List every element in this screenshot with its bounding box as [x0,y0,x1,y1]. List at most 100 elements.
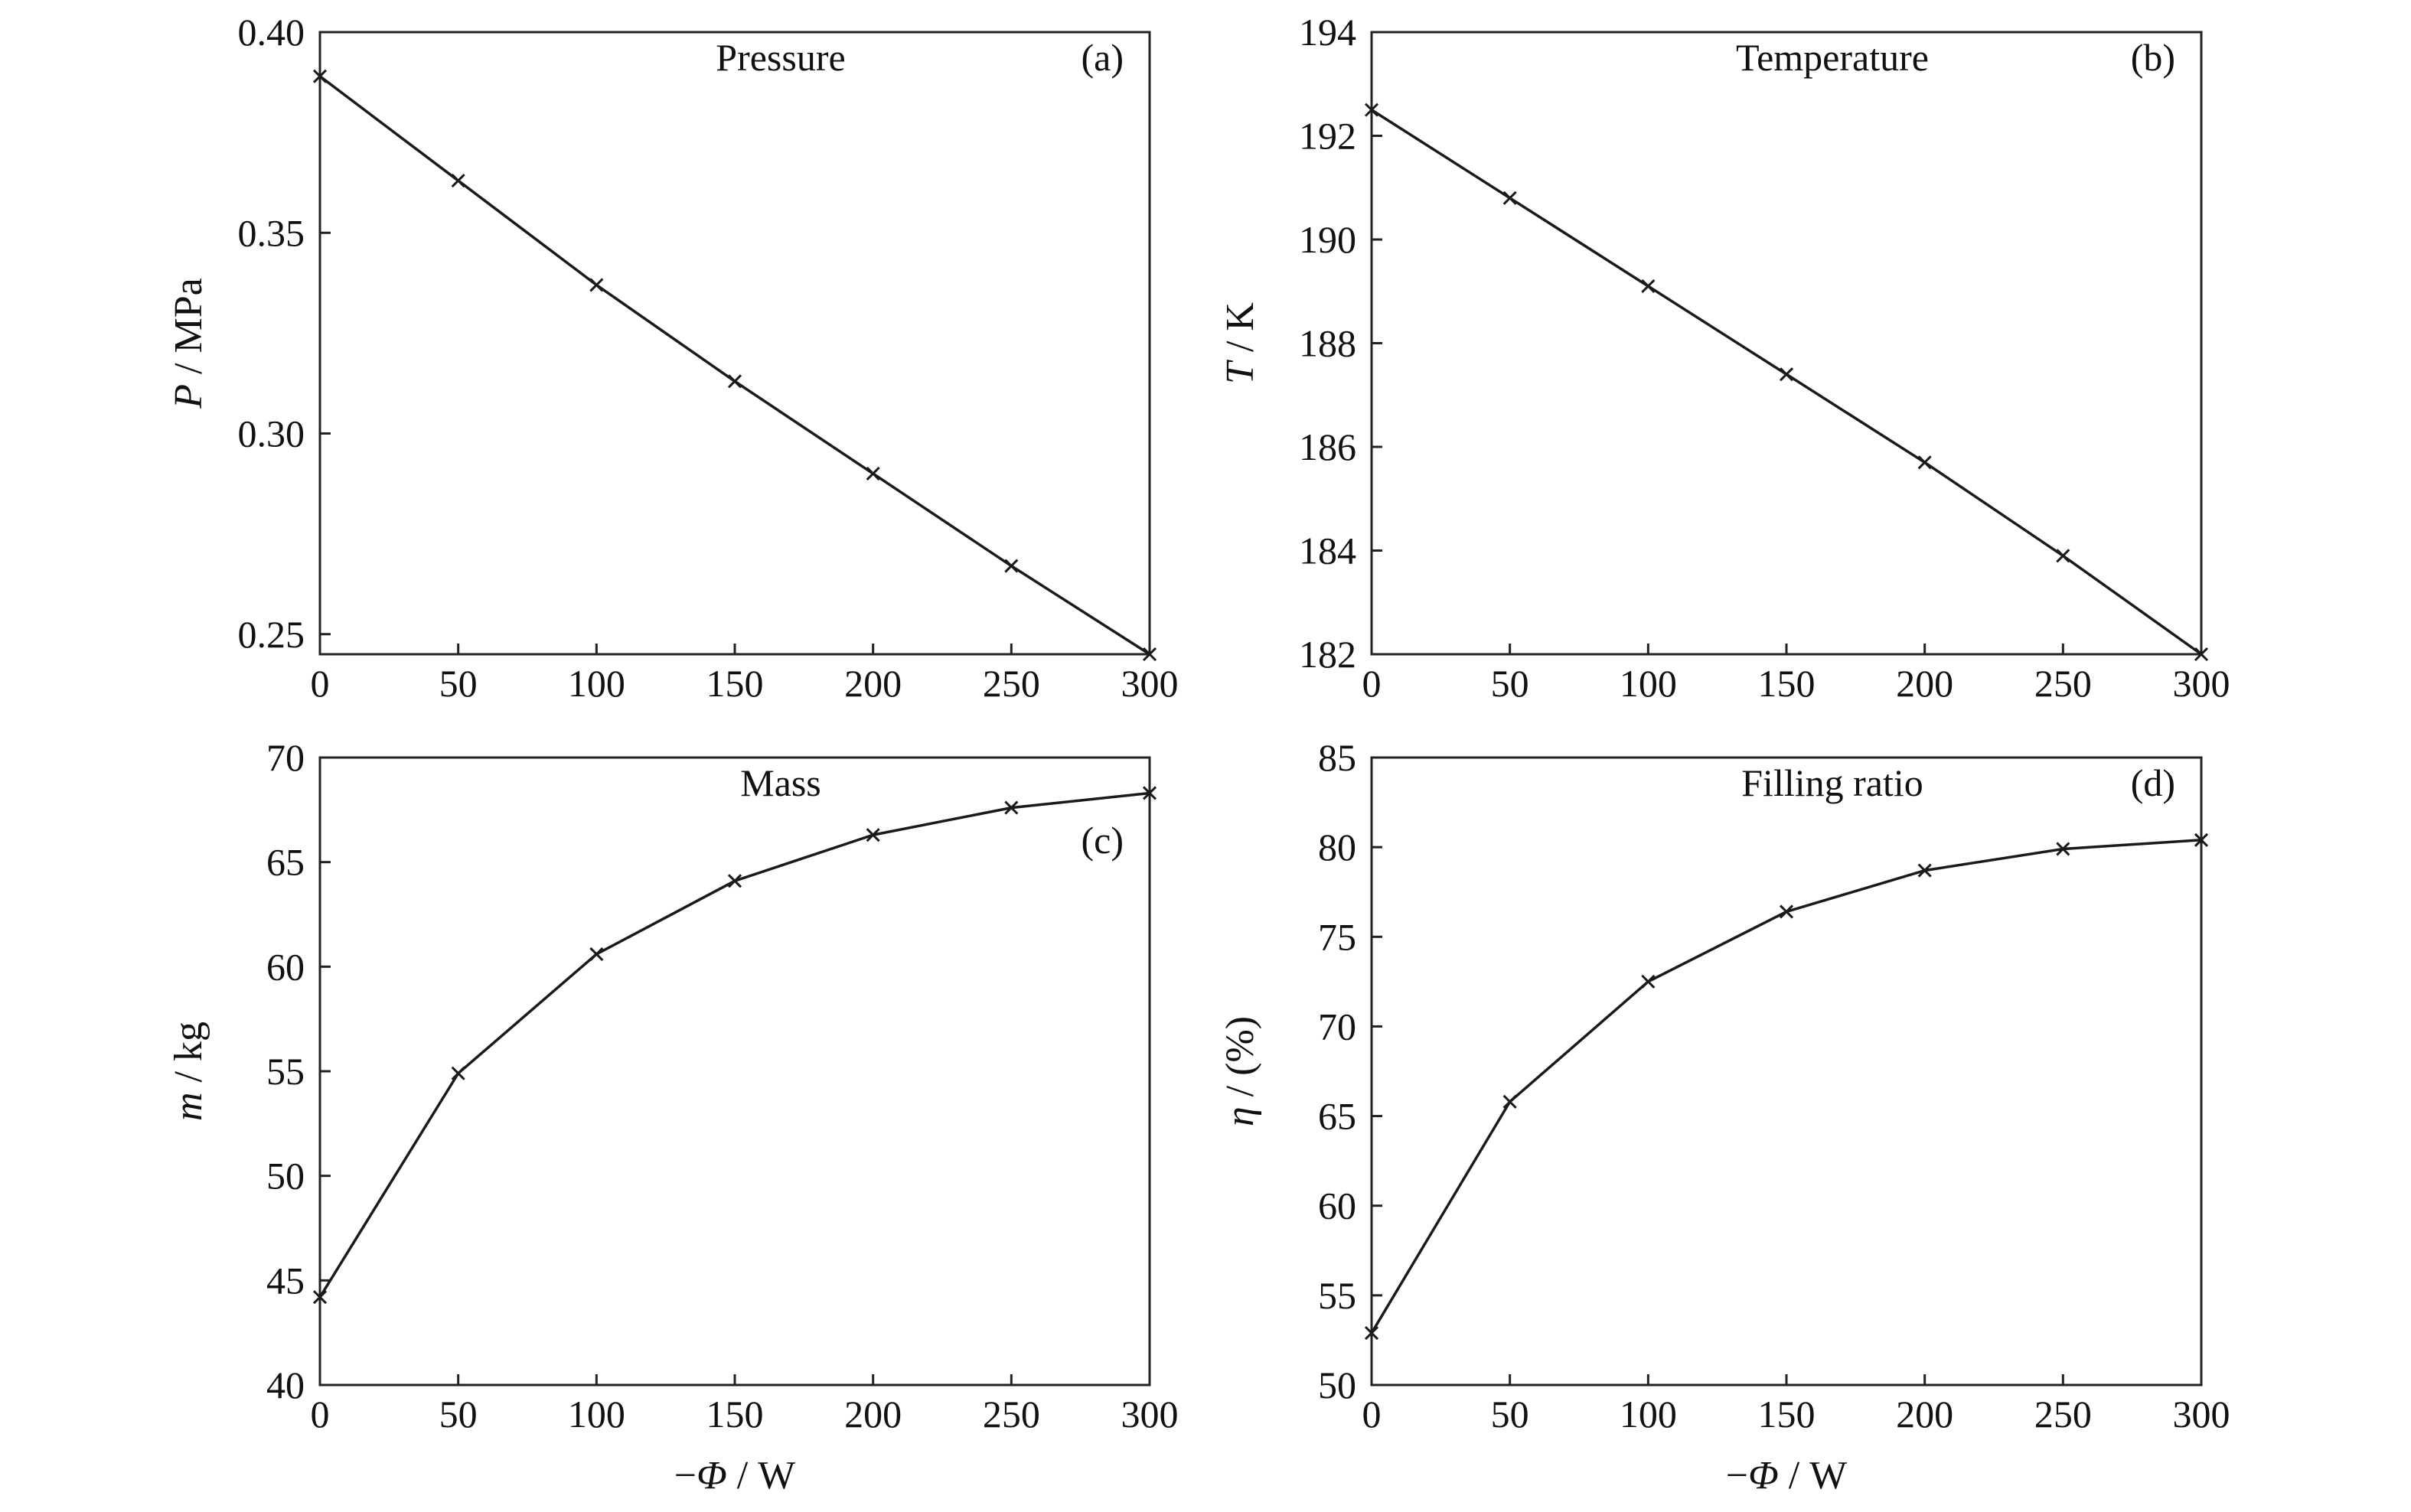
x-axis-prefix: − [1726,1454,1748,1497]
x-tick-label: 50 [439,1393,478,1435]
data-point [312,1290,328,1305]
panel-label: (a) [1082,36,1124,79]
x-tick-label: 300 [2173,1393,2230,1435]
x-tick-label: 200 [844,1393,902,1435]
plot-frame [1370,756,2203,1387]
data-point [1779,367,1794,382]
x-axis-prefix: − [674,1454,697,1497]
x-tick-label: 300 [1121,662,1179,705]
x-tick-label: 0 [1362,662,1382,705]
data-point [1004,800,1019,815]
y-tick-label: 0.30 [238,412,305,455]
y-tick-label: 65 [1318,1095,1356,1138]
y-tick-label: 85 [1318,736,1356,779]
data-point [451,174,465,188]
data-point [727,874,742,888]
data-point [589,278,604,292]
y-tick-label: 70 [1318,1005,1356,1048]
y-tick-label: 0.25 [238,613,305,656]
chart-panel-2: 0 50 100 150 200 250 300 40 45 50 55 60 65 70 Mass (c) m… [167,736,1179,1497]
series-line [318,791,1150,1299]
y-axis-unit: / kg [167,1022,210,1092]
y-axis-title: T / K [1219,302,1262,384]
y-tick-label: 0.35 [238,211,305,254]
y-axis-title: η / (%) [1219,1016,1262,1126]
y-tick-label: 55 [1318,1274,1356,1317]
y-tick-label: 50 [266,1155,305,1198]
x-axis-title: −Φ / W [1726,1454,1847,1497]
data-point [589,947,604,961]
y-tick-label: 182 [1299,633,1356,676]
x-tick-label: 100 [1620,1393,1677,1435]
x-axis-title: −Φ / W [674,1454,795,1497]
chart-panel-1: 0 50 100 150 200 250 300 182 184 186 188 190 192 194 T… [1219,11,2230,705]
y-tick-label: 192 [1299,115,1356,158]
panel-label: (d) [2131,761,2175,804]
y-tick-label: 186 [1299,425,1356,468]
x-tick-label: 250 [2034,662,2092,705]
data-point [1004,559,1019,573]
data-point [2056,842,2070,856]
plot-frame [318,756,1151,1387]
x-axis-variable: Φ [697,1454,727,1497]
x-tick-label: 250 [2034,1393,2092,1435]
y-axis-variable: T [1219,360,1262,384]
panel-title: Pressure [716,36,845,79]
x-tick-label: 100 [568,662,625,705]
y-tick-label: 60 [1318,1185,1356,1227]
panel-title: Temperature [1736,36,1929,79]
y-axis-title: m / kg [167,1022,210,1121]
y-tick-label: 190 [1299,218,1356,261]
y-tick-label: 55 [266,1050,305,1093]
x-tick-label: 250 [983,1393,1040,1435]
x-tick-label: 0 [1362,1393,1382,1435]
x-tick-label: 150 [1758,1393,1816,1435]
y-axis-variable: η [1219,1106,1262,1126]
y-tick-label: 0.40 [238,11,305,54]
data-point [2056,549,2070,563]
data-point [451,1066,465,1080]
x-tick-label: 200 [1896,662,1953,705]
data-point [1917,863,1932,878]
panel-label: (b) [2131,36,2175,79]
y-tick-label: 50 [1318,1364,1356,1406]
data-point [2194,833,2209,847]
y-axis-unit: / MPa [167,278,210,384]
y-tick-label: 65 [266,841,305,884]
x-tick-label: 100 [568,1393,625,1435]
x-tick-label: 0 [311,662,330,705]
x-tick-label: 200 [1896,1393,1953,1435]
y-tick-label: 80 [1318,826,1356,868]
data-point [1641,279,1656,294]
y-axis-variable: m [167,1092,210,1121]
data-point [1779,904,1794,919]
plot-frame [1370,31,2203,656]
data-point [727,374,742,389]
data-point [1641,974,1656,989]
panel-title: Filling ratio [1741,761,1923,804]
plot-frame [318,31,1151,656]
data-point [1142,786,1157,800]
series-line [1370,839,2202,1334]
y-tick-label: 60 [266,945,305,988]
data-point [1364,103,1379,117]
x-tick-label: 150 [1758,662,1816,705]
data-point [1502,1094,1517,1109]
x-tick-label: 50 [1491,1393,1529,1435]
data-point [2194,647,2209,662]
x-tick-label: 250 [983,662,1040,705]
x-axis-unit: / W [727,1454,796,1497]
y-axis-variable: P [167,384,210,409]
x-tick-label: 150 [706,662,764,705]
x-tick-label: 50 [439,662,478,705]
y-axis-unit: / K [1219,302,1262,362]
y-tick-label: 188 [1299,322,1356,365]
y-tick-label: 194 [1299,11,1356,54]
x-tick-label: 0 [311,1393,330,1435]
y-axis-title: P / MPa [167,278,210,409]
data-point [312,69,328,83]
series-line [1371,109,2203,656]
chart-panel-0: 0 50 100 150 200 250 300 0.25 0.30 0.35 0.40 Pressu… [167,11,1179,705]
data-point [1364,1325,1379,1341]
